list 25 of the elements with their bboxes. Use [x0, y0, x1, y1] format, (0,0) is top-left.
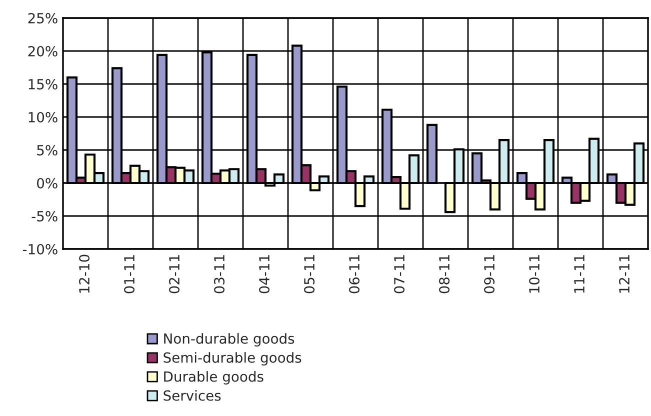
x-tick-label: 11-11	[574, 255, 584, 293]
x-tick-label: 09-11	[484, 255, 495, 294]
x-tick-label: 12-11	[619, 255, 630, 293]
x-tick-label: 06-11	[349, 255, 360, 294]
x-tick-label: 10-11	[529, 255, 540, 293]
x-tick-label: 05-11	[304, 255, 315, 294]
y-tick-label: 10%	[28, 112, 58, 122]
legend-label: Non-durable goods	[164, 333, 294, 347]
y-tick-label: -5%	[32, 210, 58, 222]
y-tick-label: 25%	[28, 12, 58, 24]
x-tick-label: 08-11	[439, 255, 450, 294]
x-tick-label: 04-11	[259, 255, 270, 294]
x-tick-label: 12-10	[79, 254, 90, 293]
legend-label: Services	[164, 390, 221, 401]
y-tick-label: 5%	[37, 144, 58, 156]
y-tick-label: 20%	[28, 46, 58, 56]
y-tick-label: 15%	[28, 78, 58, 90]
x-tick-label: 02-11	[169, 255, 180, 294]
legend-label: Semi-durable goods	[164, 352, 302, 366]
x-tick-label: 07-11	[394, 255, 405, 294]
x-tick-label: 01-11	[124, 255, 135, 294]
y-tick-label: 0%	[37, 178, 58, 188]
legend-label: Durable goods	[164, 371, 264, 385]
x-tick-label: 03-11	[214, 255, 225, 294]
y-tick-label: -10%	[22, 244, 58, 254]
